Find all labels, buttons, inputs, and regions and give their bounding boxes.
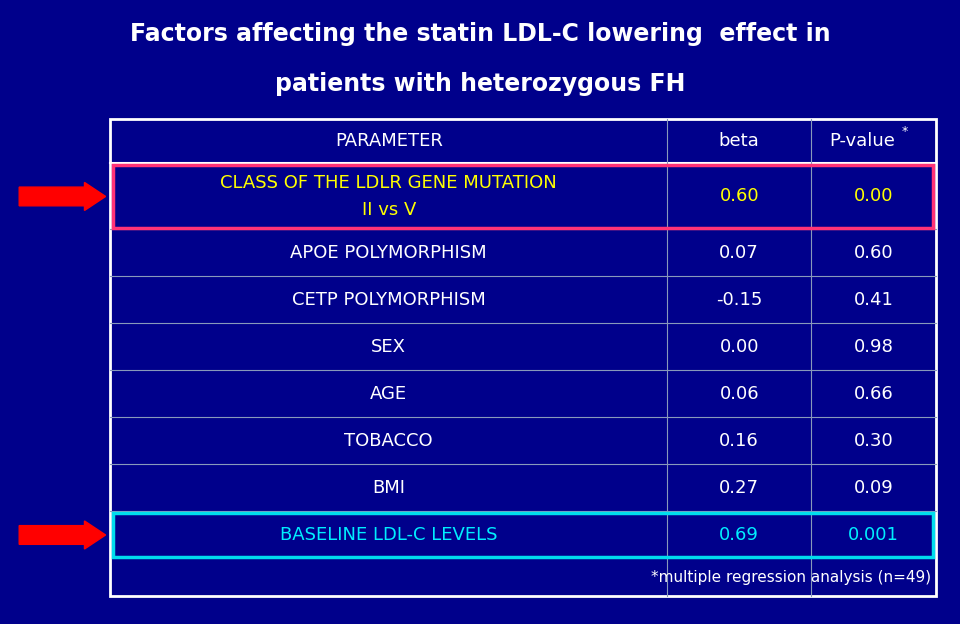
Text: 0.60: 0.60 xyxy=(853,244,894,262)
Text: *: * xyxy=(902,125,908,138)
FancyArrow shape xyxy=(19,182,106,210)
Text: patients with heterozygous FH: patients with heterozygous FH xyxy=(275,72,685,95)
Text: 0.98: 0.98 xyxy=(853,338,894,356)
Text: PARAMETER: PARAMETER xyxy=(335,132,443,150)
Text: Factors affecting the statin LDL-C lowering  effect in: Factors affecting the statin LDL-C lower… xyxy=(130,22,830,46)
Text: 0.001: 0.001 xyxy=(849,526,899,544)
Text: 0.27: 0.27 xyxy=(719,479,759,497)
FancyArrow shape xyxy=(19,521,106,549)
Text: *multiple regression analysis (n=49): *multiple regression analysis (n=49) xyxy=(651,570,931,585)
Text: 0.00: 0.00 xyxy=(719,338,759,356)
Text: 0.06: 0.06 xyxy=(719,385,759,403)
Text: AGE: AGE xyxy=(371,385,407,403)
Text: 0.30: 0.30 xyxy=(853,432,894,450)
Text: -0.15: -0.15 xyxy=(716,291,762,309)
Text: BASELINE LDL-C LEVELS: BASELINE LDL-C LEVELS xyxy=(280,526,497,544)
Text: 0.60: 0.60 xyxy=(719,187,759,205)
Text: CETP POLYMORPHISM: CETP POLYMORPHISM xyxy=(292,291,486,309)
Text: 0.69: 0.69 xyxy=(719,526,759,544)
Text: 0.00: 0.00 xyxy=(853,187,894,205)
Text: TOBACCO: TOBACCO xyxy=(345,432,433,450)
Bar xyxy=(113,165,933,228)
Bar xyxy=(113,514,933,557)
Text: APOE POLYMORPHISM: APOE POLYMORPHISM xyxy=(291,244,487,262)
Text: 0.66: 0.66 xyxy=(853,385,894,403)
Text: 0.09: 0.09 xyxy=(853,479,894,497)
Text: SEX: SEX xyxy=(372,338,406,356)
Bar xyxy=(110,119,936,596)
Text: BMI: BMI xyxy=(372,479,405,497)
Text: beta: beta xyxy=(719,132,759,150)
Text: 0.16: 0.16 xyxy=(719,432,759,450)
Text: II vs V: II vs V xyxy=(362,201,416,218)
Text: 0.41: 0.41 xyxy=(853,291,894,309)
Text: 0.07: 0.07 xyxy=(719,244,759,262)
Text: P-value: P-value xyxy=(829,132,895,150)
Text: CLASS OF THE LDLR GENE MUTATION: CLASS OF THE LDLR GENE MUTATION xyxy=(221,174,557,192)
